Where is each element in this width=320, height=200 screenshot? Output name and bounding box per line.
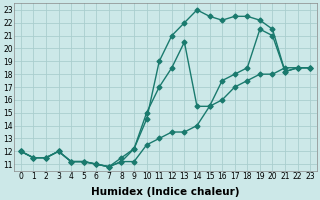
X-axis label: Humidex (Indice chaleur): Humidex (Indice chaleur): [91, 187, 240, 197]
